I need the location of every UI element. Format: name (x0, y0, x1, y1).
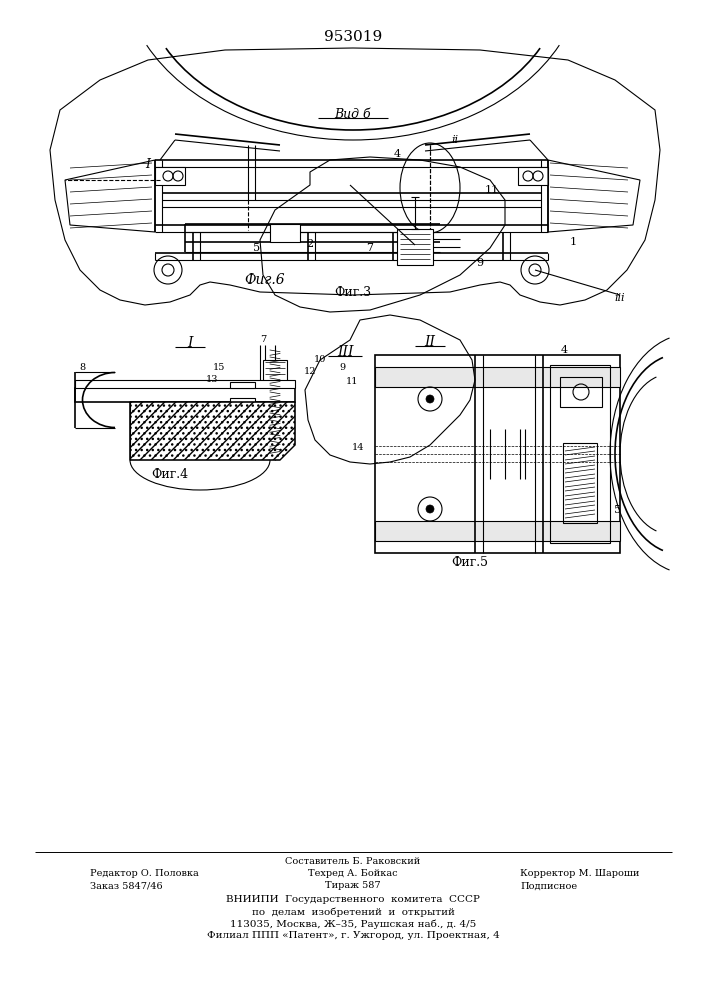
Text: ВНИИПИ  Государственного  комитета  СССР: ВНИИПИ Государственного комитета СССР (226, 896, 480, 904)
Bar (375, 521, 620, 541)
Bar (518, 167, 548, 185)
Text: III: III (337, 345, 354, 359)
Bar (75, 388, 295, 402)
Bar (75, 380, 295, 388)
Text: 13: 13 (206, 375, 218, 384)
Text: Фиг.4: Фиг.4 (151, 468, 189, 482)
Text: 9: 9 (339, 363, 345, 372)
Text: 15: 15 (213, 363, 225, 372)
Text: Фиг.6: Фиг.6 (245, 273, 286, 287)
Text: I: I (187, 336, 193, 350)
Text: Подписное: Подписное (520, 882, 577, 890)
Text: 953019: 953019 (324, 30, 382, 44)
Text: 11: 11 (485, 185, 499, 195)
Text: Филиал ППП «Патент», г. Ужгород, ул. Проектная, 4: Филиал ППП «Патент», г. Ужгород, ул. Про… (206, 932, 499, 940)
Text: iii: iii (615, 293, 625, 303)
Bar (560, 377, 602, 407)
Text: 5: 5 (614, 505, 621, 515)
Bar (397, 229, 433, 265)
Text: 7: 7 (366, 243, 373, 253)
Bar (230, 398, 255, 404)
Text: Техред А. Бойкас: Техред А. Бойкас (308, 869, 398, 879)
Text: 113035, Москва, Ж–35, Раушская наб., д. 4/5: 113035, Москва, Ж–35, Раушская наб., д. … (230, 919, 476, 929)
Text: 11: 11 (346, 377, 358, 386)
Text: 2: 2 (306, 239, 314, 249)
Bar (270, 410, 290, 445)
Bar (563, 443, 597, 523)
Bar (155, 167, 185, 185)
Bar (375, 367, 620, 387)
Circle shape (426, 505, 434, 513)
Text: Составитель Б. Раковский: Составитель Б. Раковский (286, 857, 421, 866)
Text: 10: 10 (314, 356, 326, 364)
Text: ii: ii (452, 135, 459, 145)
Text: 5: 5 (253, 243, 261, 253)
Text: Корректор М. Шароши: Корректор М. Шароши (520, 869, 639, 879)
Text: II: II (424, 335, 436, 349)
Text: 4: 4 (393, 149, 401, 159)
Bar (550, 365, 610, 543)
Text: Вид б: Вид б (334, 108, 371, 121)
Text: 8: 8 (79, 363, 85, 372)
Circle shape (426, 395, 434, 403)
Bar (230, 382, 255, 388)
Text: Фиг.5: Фиг.5 (452, 556, 489, 570)
Text: по  делам  изобретений  и  открытий: по делам изобретений и открытий (252, 907, 455, 917)
Text: Фиг.3: Фиг.3 (334, 286, 372, 300)
Polygon shape (130, 402, 295, 460)
Text: Редактор О. Половка: Редактор О. Половка (90, 869, 199, 879)
Bar (270, 224, 300, 242)
Bar (263, 360, 287, 382)
Text: I: I (146, 158, 151, 172)
Text: 9: 9 (477, 258, 484, 268)
Text: Заказ 5847/46: Заказ 5847/46 (90, 882, 163, 890)
Text: 4: 4 (561, 345, 568, 355)
Text: 1: 1 (569, 237, 577, 247)
Text: 7: 7 (260, 336, 267, 344)
Text: Тираж 587: Тираж 587 (325, 882, 381, 890)
Bar (375, 355, 620, 553)
Text: 14: 14 (352, 442, 364, 452)
Text: 12: 12 (304, 367, 316, 376)
